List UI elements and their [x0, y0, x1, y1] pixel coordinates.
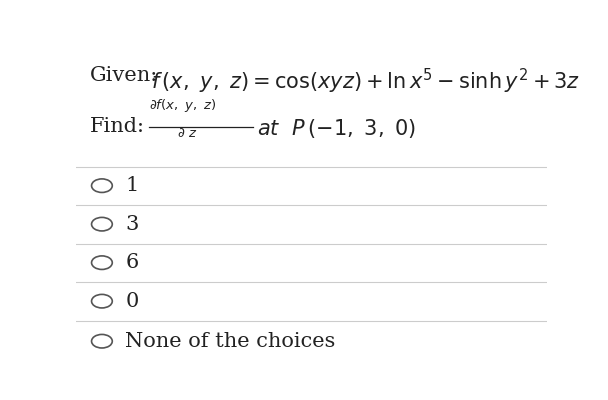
Text: $\partial f(x,\ y,\ z)$: $\partial f(x,\ y,\ z)$: [149, 97, 216, 114]
Text: None of the choices: None of the choices: [125, 332, 336, 351]
Text: 1: 1: [125, 176, 139, 195]
Text: 3: 3: [125, 215, 139, 234]
Text: $at\ \ P\,(-1,\ 3,\ 0)$: $at\ \ P\,(-1,\ 3,\ 0)$: [257, 117, 416, 140]
Text: 0: 0: [125, 292, 139, 311]
Text: $\partial\ z$: $\partial\ z$: [178, 127, 198, 140]
Text: 6: 6: [125, 253, 139, 272]
Text: Find:: Find:: [90, 117, 145, 136]
Text: $f\,(x,\ y,\ z) = \cos(xyz) + \ln x^5 - \sinh y^2 + 3z$: $f\,(x,\ y,\ z) = \cos(xyz) + \ln x^5 - …: [151, 66, 581, 96]
Text: Given:: Given:: [90, 66, 159, 86]
